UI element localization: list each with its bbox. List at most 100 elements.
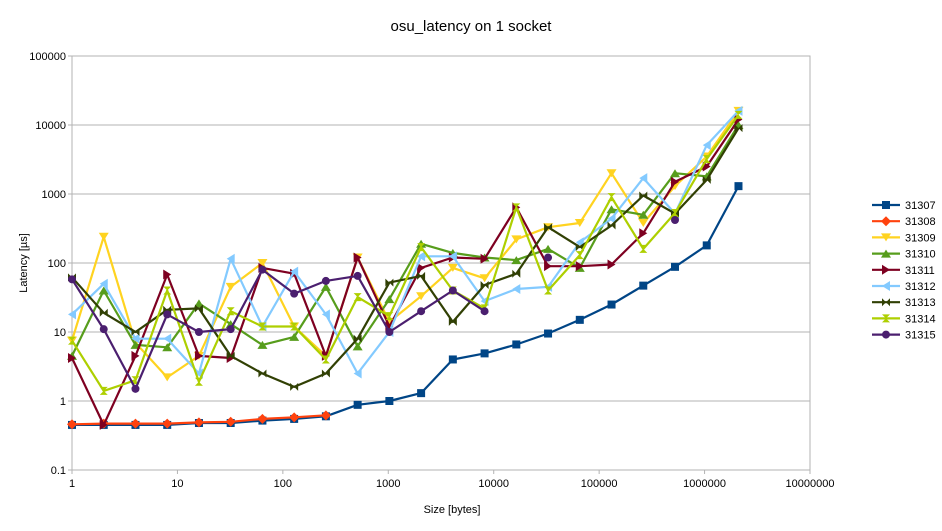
data-point-31312 [448, 251, 457, 262]
data-point-31307 [639, 281, 648, 290]
data-point-31309 [447, 263, 458, 272]
series-31310 [67, 121, 744, 360]
series-line-31315 [71, 268, 486, 390]
data-point-31314 [353, 293, 362, 298]
data-point-31313 [135, 328, 140, 336]
data-point-31311 [639, 228, 648, 239]
data-point-31307 [575, 315, 584, 324]
legend-label: 31309 [905, 232, 936, 244]
data-point-31308 [225, 416, 236, 427]
data-point-31310 [543, 244, 554, 253]
data-point-31314 [163, 286, 172, 291]
data-point-31310 [162, 343, 173, 352]
data-point-31314 [194, 381, 203, 386]
data-point-31314 [544, 286, 553, 291]
data-point-31314 [575, 255, 584, 260]
series-31312 [68, 105, 743, 379]
data-point-31312 [99, 278, 108, 289]
data-point-31314 [99, 390, 108, 395]
series-line-31310 [71, 124, 740, 357]
data-point-31314 [258, 326, 267, 331]
data-point-31315 [258, 265, 267, 274]
data-point-31314 [321, 359, 330, 364]
data-point-31313 [734, 124, 739, 133]
data-point-31314 [671, 213, 680, 218]
data-point-31313 [417, 271, 422, 280]
legend-item-31307: 31307 [872, 200, 936, 212]
series-line-31312 [71, 110, 740, 375]
data-point-31309 [225, 282, 236, 291]
data-point-31312 [512, 283, 521, 294]
data-point-31309 [257, 259, 268, 267]
data-point-31314 [734, 114, 743, 119]
data-point-31314 [226, 307, 235, 312]
y-tick-label: 100000 [29, 51, 66, 63]
data-point-31307 [448, 355, 457, 364]
y-tick-label: 10000 [35, 120, 66, 132]
data-point-31313 [575, 243, 580, 252]
data-point-31310 [511, 256, 522, 265]
data-point-31315 [385, 328, 394, 336]
data-point-31314 [385, 312, 394, 317]
data-point-31314 [194, 377, 203, 382]
legend-marker [882, 201, 890, 209]
series-31314 [68, 110, 743, 395]
data-point-31313 [516, 269, 521, 278]
data-point-31309 [511, 235, 522, 244]
data-point-31308 [193, 417, 204, 428]
x-tick-label: 10000 [478, 478, 509, 490]
data-point-31313 [484, 280, 489, 289]
series-31308 [67, 410, 331, 430]
data-point-31307 [480, 349, 489, 358]
data-point-31312 [607, 213, 616, 224]
data-point-31311 [131, 350, 140, 361]
legend-label: 31307 [905, 200, 936, 212]
data-point-31314 [131, 376, 140, 381]
data-point-31315 [671, 215, 680, 224]
grid-lines [72, 55, 810, 471]
data-point-31309 [479, 274, 490, 283]
data-point-31314 [639, 248, 648, 253]
data-point-31315 [226, 325, 235, 334]
data-point-31307 [702, 241, 711, 250]
data-point-31310 [352, 342, 363, 351]
legend-item-31308: 31308 [872, 216, 936, 228]
data-point-31313 [643, 191, 648, 200]
series-line-31313 [71, 127, 740, 388]
data-point-31312 [353, 368, 362, 379]
data-point-31307 [734, 182, 743, 191]
data-point-31311 [163, 269, 172, 280]
data-point-31313 [639, 191, 644, 200]
x-axis-ticks: 1 10 100 1000 10000 100000 1000000 10000000 [69, 470, 835, 490]
data-point-31313 [103, 308, 108, 317]
data-point-31309 [98, 232, 109, 241]
data-point-31311 [99, 419, 108, 430]
data-point-31313 [262, 369, 267, 378]
data-point-31314 [480, 304, 489, 309]
series-lines [67, 105, 744, 430]
data-point-31313 [452, 317, 457, 326]
legend-item-31314: 31314 [872, 313, 936, 325]
data-point-31307 [512, 340, 521, 349]
data-point-31311 [68, 352, 76, 363]
data-point-31312 [163, 333, 172, 344]
x-tick-label: 10 [171, 478, 183, 490]
legend-marker [882, 281, 890, 291]
data-point-31314 [321, 355, 330, 360]
data-point-31310 [384, 295, 395, 304]
x-tick-label: 10000000 [786, 478, 835, 490]
data-point-31309 [638, 218, 649, 227]
data-point-31314 [544, 290, 553, 295]
data-point-31313 [258, 369, 263, 378]
data-point-31314 [702, 159, 711, 164]
x-tick-label: 100 [274, 478, 292, 490]
x-tick-label: 1000000 [683, 478, 726, 490]
data-point-31313 [99, 308, 104, 317]
legend-item-31315: 31315 [872, 330, 936, 342]
data-point-31314 [734, 110, 743, 115]
legend-marker [882, 318, 890, 323]
y-tick-label: 0.1 [51, 465, 66, 477]
data-point-31313 [194, 304, 199, 313]
data-point-31312 [417, 251, 426, 262]
data-point-31311 [353, 252, 362, 263]
